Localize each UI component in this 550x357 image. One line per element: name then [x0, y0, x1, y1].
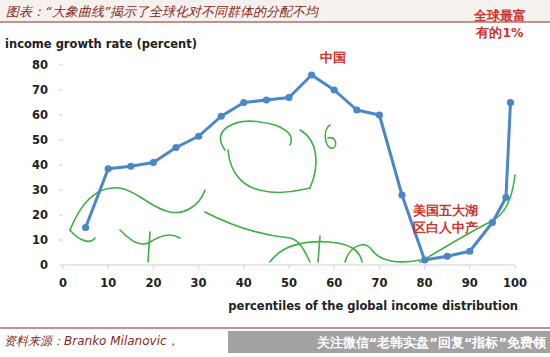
y-axis-label: income growth rate (percent) — [5, 37, 197, 51]
x-tick — [334, 265, 335, 269]
data-point — [82, 224, 89, 231]
annotation: 美国五大湖 — [412, 203, 478, 218]
doodle-stroke — [300, 130, 316, 188]
elephant-doodle — [70, 121, 515, 262]
data-point — [218, 113, 225, 120]
y-tick-label: 40 — [32, 158, 48, 172]
watermark: 关注微信“老韩实盘”回复“指标”免费领 — [316, 335, 547, 350]
y-tick-label: 70 — [32, 83, 48, 97]
y-tick — [59, 140, 63, 141]
data-point — [489, 219, 496, 226]
x-tick — [153, 265, 154, 269]
data-point — [376, 111, 383, 118]
data-point — [150, 159, 157, 166]
annotation: 区白人中产 — [413, 220, 478, 235]
x-tick-label: 20 — [145, 276, 161, 290]
x-tick-label: 50 — [281, 276, 297, 290]
data-point — [466, 248, 473, 255]
title-band — [0, 0, 550, 22]
data-point — [398, 191, 405, 198]
chart: 图表：“大象曲线”揭示了全球化对不同群体的分配不均 income growth r… — [0, 0, 550, 357]
data-point — [507, 99, 514, 106]
x-tick-label: 0 — [59, 276, 67, 290]
x-tick-label: 60 — [326, 276, 342, 290]
y-tick — [59, 65, 63, 66]
y-tick-label: 30 — [32, 183, 48, 197]
x-axis-label: percentiles of the global income distrib… — [228, 299, 518, 313]
doodle-stroke — [325, 125, 335, 148]
data-point — [240, 99, 247, 106]
watermark-band — [228, 331, 550, 353]
y-tick — [59, 215, 63, 216]
x-tick-label: 40 — [236, 276, 252, 290]
source: 资料来源：Branko Milanovic， — [4, 334, 179, 348]
y-tick — [59, 165, 63, 166]
y-tick-label: 0 — [40, 258, 48, 272]
y-tick — [59, 115, 63, 116]
data-point — [331, 86, 338, 93]
y-tick-label: 20 — [32, 208, 48, 222]
data-point — [502, 194, 509, 201]
x-tick — [63, 265, 64, 269]
y-tick — [59, 240, 63, 241]
y-tick-label: 50 — [32, 133, 48, 147]
doodle-stroke — [345, 245, 420, 262]
footer-rule — [0, 328, 550, 329]
y-tick — [59, 90, 63, 91]
x-tick-label: 30 — [191, 276, 207, 290]
doodle-stroke — [228, 150, 310, 193]
x-tick — [198, 265, 199, 269]
x-tick-label: 10 — [100, 276, 116, 290]
x-tick-label: 90 — [462, 276, 478, 290]
data-point — [421, 256, 428, 263]
title: 图表：“大象曲线”揭示了全球化对不同群体的分配不均 — [6, 4, 319, 19]
data-point — [285, 94, 292, 101]
data-point — [444, 253, 451, 260]
x-tick — [108, 265, 109, 269]
doodle-stroke — [270, 242, 362, 262]
income-growth-line — [86, 75, 511, 260]
x-tick-label: 70 — [371, 276, 387, 290]
y-tick — [59, 190, 63, 191]
data-point — [105, 165, 112, 172]
annotation: 有的1% — [475, 25, 524, 40]
doodle-stroke — [70, 230, 95, 241]
annotation: 全球最富 — [473, 8, 526, 23]
data-point — [263, 96, 270, 103]
y-tick-label: 80 — [32, 58, 48, 72]
y-tick-label: 10 — [32, 233, 48, 247]
doodle-stroke — [318, 236, 320, 262]
x-tick-label: 80 — [417, 276, 433, 290]
plot-area — [82, 71, 514, 263]
x-tick — [515, 265, 516, 269]
x-tick — [243, 265, 244, 269]
x-tick — [379, 265, 380, 269]
doodle-stroke — [70, 188, 205, 230]
x-tick-label: 100 — [503, 276, 527, 290]
y-tick — [59, 265, 63, 266]
data-point — [127, 163, 134, 170]
data-point — [172, 144, 179, 151]
doodle-stroke — [420, 175, 515, 262]
data-point — [353, 106, 360, 113]
title-rule — [0, 22, 550, 23]
x-tick — [469, 265, 470, 269]
x-tick — [289, 265, 290, 269]
data-point — [195, 133, 202, 140]
doodle-stroke — [205, 212, 310, 262]
doodle-stroke — [148, 232, 150, 262]
x-tick — [424, 265, 425, 269]
annotation: 中国 — [320, 50, 346, 65]
data-point — [308, 71, 315, 78]
y-tick-label: 60 — [32, 108, 48, 122]
doodle-stroke — [220, 121, 291, 150]
